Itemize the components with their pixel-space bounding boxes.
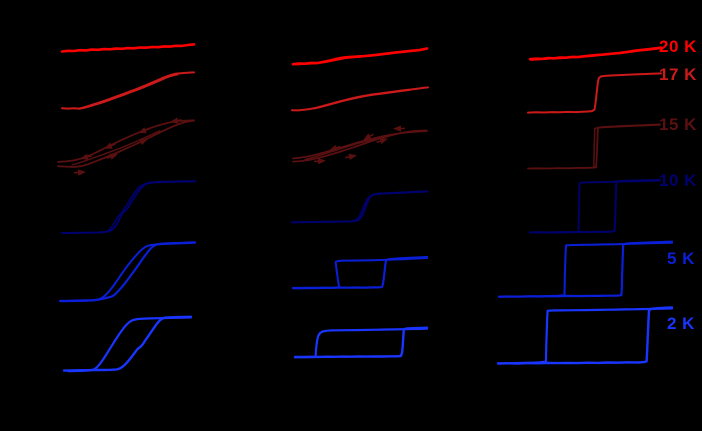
sweep-direction-arrow-icon xyxy=(313,157,326,165)
curve-left-5K-down xyxy=(61,241,196,303)
curve-right-2K-down xyxy=(496,307,674,365)
temp-label-10k: 10 K xyxy=(659,171,697,190)
curve-middle-15K-lower xyxy=(292,129,428,163)
curve-left-15K-lower xyxy=(57,119,195,168)
temp-label-2k: 2 K xyxy=(667,314,695,333)
curve-right-2K-up xyxy=(496,306,674,365)
curve-middle-5K-up xyxy=(291,255,429,290)
sweep-direction-arrow-icon xyxy=(363,133,374,141)
curve-left-10K-up xyxy=(61,180,196,234)
curve-right-10K-down xyxy=(547,179,661,234)
sweep-direction-arrow-icon xyxy=(376,138,388,145)
curve-left-15K-mid xyxy=(71,130,161,166)
curve-right-17K xyxy=(527,72,662,114)
sweep-direction-arrow-icon xyxy=(170,117,182,124)
curve-right-20K-a xyxy=(528,46,663,61)
sweep-direction-arrow-icon xyxy=(73,169,86,176)
curve-middle-17K-b xyxy=(313,89,411,110)
sweep-direction-arrow-icon xyxy=(104,142,116,149)
curve-middle-5K-down xyxy=(292,257,428,290)
curve-left-10K-down xyxy=(102,180,196,234)
curve-right-20K-b xyxy=(530,47,661,61)
sweep-direction-arrow-icon xyxy=(106,153,118,160)
curve-left-17K-b xyxy=(78,73,179,110)
curve-left-5K-up xyxy=(58,241,197,303)
temp-label-15k: 15 K xyxy=(659,115,697,134)
curve-middle-20K-b xyxy=(294,48,426,66)
sweep-direction-arrow-icon xyxy=(393,125,406,132)
sweep-direction-arrow-icon xyxy=(80,153,92,160)
curve-right-10K-up xyxy=(529,179,661,234)
curve-middle-2K-down xyxy=(293,327,429,359)
temp-label-17k: 17 K xyxy=(659,65,697,84)
curve-left-17K-a xyxy=(61,71,195,110)
sweep-direction-arrow-icon xyxy=(138,127,150,134)
curve-right-5K-down xyxy=(498,241,673,298)
curve-right-15K-down xyxy=(577,124,661,169)
curve-middle-10K-down xyxy=(345,191,428,223)
sweep-direction-arrow-icon xyxy=(345,153,357,160)
curve-left-20K xyxy=(60,43,196,53)
sweep-direction-arrow-icon xyxy=(136,139,148,146)
temp-label-5k: 5 K xyxy=(667,249,695,268)
curve-middle-15K-mid xyxy=(304,138,376,161)
curve-right-5K-up xyxy=(497,240,674,298)
curve-left-2K-down xyxy=(66,316,193,373)
sweep-direction-arrow-icon xyxy=(329,144,341,151)
temp-label-20k: 20 K xyxy=(659,37,697,56)
